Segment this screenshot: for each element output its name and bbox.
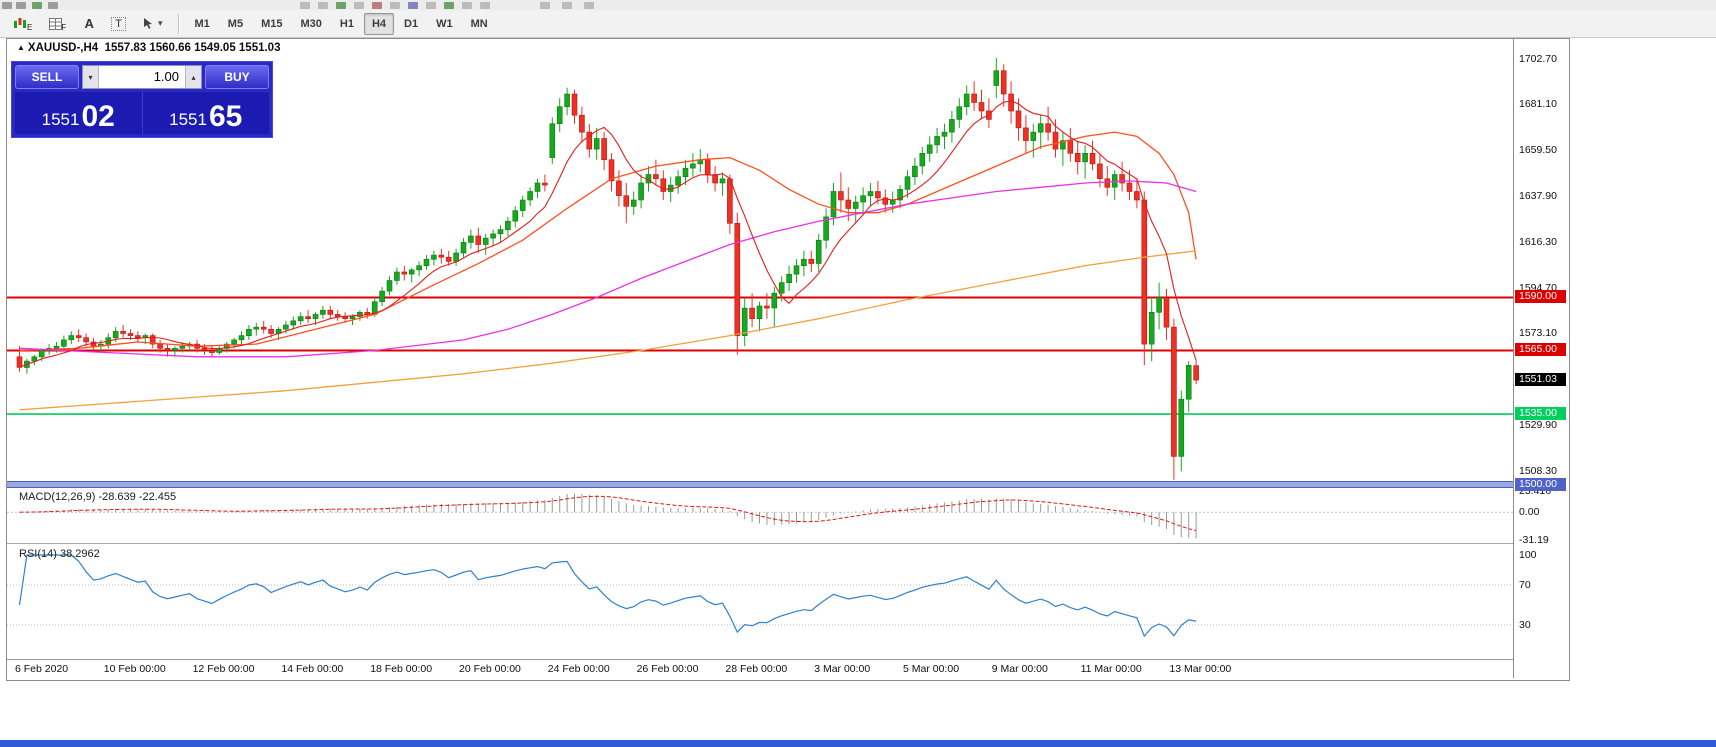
price-tick-1529.90: 1529.90 [1519, 418, 1557, 431]
timeframe-button-w1[interactable]: W1 [428, 13, 461, 35]
chart-canvas[interactable] [7, 39, 1513, 659]
price-tick-1508.30: 1508.30 [1519, 464, 1557, 477]
rsi-tick-100: 100 [1519, 549, 1537, 561]
date-tick: 11 Mar 00:00 [1080, 663, 1142, 675]
date-tick: 18 Feb 00:00 [370, 663, 433, 675]
ma-fast-red [19, 100, 1197, 368]
partial-toolbar-icon[interactable] [372, 2, 382, 9]
partial-toolbar-icon[interactable] [318, 2, 328, 9]
chart-symbol-label: XAUUSD-,H4 [27, 42, 99, 54]
volume-field[interactable]: ▾ 1.00 ▴ [82, 65, 202, 89]
partial-toolbar-icon[interactable] [390, 2, 400, 9]
price-tick-1637.90: 1637.90 [1519, 189, 1557, 202]
partial-toolbar-icon[interactable] [540, 2, 550, 9]
partial-toolbar-icon[interactable] [32, 2, 42, 9]
date-tick: 14 Feb 00:00 [281, 663, 344, 675]
partial-toolbar-icon[interactable] [336, 2, 346, 9]
price-level-badge-1500.00: 1500.00 [1515, 478, 1566, 491]
buy-price-display[interactable]: 1551 65 [143, 92, 270, 134]
volume-value[interactable]: 1.00 [153, 69, 179, 84]
one-click-trading-panel: SELL ▾ 1.00 ▴ BUY 1551 02 1551 65 [11, 61, 273, 138]
text-box-tool-icon[interactable]: T [104, 13, 133, 35]
timeframe-button-h1[interactable]: H1 [332, 13, 362, 35]
macd-label: MACD(12,26,9) -28.639 -22.455 [19, 491, 177, 503]
sell-price-main: 1551 [41, 110, 80, 129]
timeframe-button-h4[interactable]: H4 [363, 12, 394, 35]
price-tick-1659.50: 1659.50 [1519, 144, 1557, 157]
text-annotation-icon[interactable]: A [76, 13, 102, 35]
buy-price-pips: 65 [208, 100, 243, 133]
partial-toolbar-icon[interactable] [562, 2, 572, 9]
partial-toolbar-icon[interactable] [444, 2, 454, 9]
partial-toolbar-icon[interactable] [354, 2, 364, 9]
date-tick: 12 Feb 00:00 [192, 663, 255, 675]
rsi-tick-70: 70 [1519, 579, 1531, 591]
price-tick-1681.10: 1681.10 [1519, 98, 1557, 111]
ma-long-orange [19, 250, 1197, 411]
crosshair-cursor-icon[interactable]: ▾ [135, 13, 170, 35]
sell-price-display[interactable]: 1551 02 [15, 92, 143, 134]
timeframe-button-d1[interactable]: D1 [396, 13, 426, 35]
timeframe-button-mn[interactable]: MN [463, 13, 496, 35]
symbol-marker-icon: ▲ [17, 43, 25, 52]
timeframe-button-m5[interactable]: M5 [220, 13, 251, 35]
buy-price-main: 1551 [169, 110, 207, 129]
date-tick: 5 Mar 00:00 [903, 663, 960, 675]
ma-slow-magenta [19, 180, 1197, 358]
partial-toolbar-icon[interactable] [462, 2, 472, 9]
price-level-badge-1590.00: 1590.00 [1515, 290, 1566, 304]
volume-increase-button[interactable]: ▴ [185, 66, 201, 88]
timeframe-button-m15[interactable]: M15 [253, 13, 290, 35]
timeframe-button-m1[interactable]: M1 [187, 13, 218, 35]
date-tick: 9 Mar 00:00 [991, 663, 1048, 675]
macd-signal-line [19, 495, 1197, 532]
price-tick-1616.30: 1616.30 [1519, 235, 1557, 248]
price-level-badge-1535.00: 1535.00 [1515, 407, 1566, 421]
partial-toolbar-icon[interactable] [426, 2, 436, 9]
volume-decrease-button[interactable]: ▾ [83, 66, 99, 88]
chart-ohlc-header: ▲ XAUUSD-,H4 1557.83 1560.66 1549.05 1551… [17, 42, 280, 54]
partial-toolbar-icon[interactable] [480, 2, 490, 9]
window-bottom-edge [0, 740, 1716, 747]
date-tick: 28 Feb 00:00 [725, 663, 788, 675]
rsi-tick-30: 30 [1519, 619, 1531, 631]
indicators-chart-icon[interactable]: E [6, 13, 40, 35]
rsi-label: RSI(14) 38.2962 [19, 548, 100, 560]
date-tick: 10 Feb 00:00 [103, 663, 166, 675]
date-axis[interactable]: 6 Feb 2020 10 Feb 00:00 12 Feb 00:00 14 Feb… [7, 659, 1513, 679]
toolbar-separator [177, 13, 179, 34]
chart-toolbar: E F A T ▾ M1 M5 M15 M30 H1 H4 D1 W1 MN [0, 10, 1716, 38]
price-scale[interactable]: 1702.70 1681.10 1659.50 1637.90 1616.30 1594.… [1513, 39, 1569, 678]
price-tick-1702.70: 1702.70 [1519, 52, 1557, 65]
macd-tick-0.00: 0.00 [1519, 506, 1540, 519]
partial-toolbar-icon[interactable] [408, 2, 418, 9]
partial-toolbar-icon[interactable] [2, 2, 12, 9]
chart-ohlc-values: 1557.83 1560.66 1549.05 1551.03 [104, 42, 281, 54]
buy-button[interactable]: BUY [205, 65, 269, 89]
level-line-1500.00[interactable] [7, 481, 1513, 488]
price-tick-1573.10: 1573.10 [1519, 327, 1557, 340]
partial-toolbar-icon[interactable] [48, 2, 58, 9]
timeframe-button-m30[interactable]: M30 [292, 13, 329, 35]
chart-area: ▲ XAUUSD-,H4 1557.83 1560.66 1549.05 1551… [6, 38, 1570, 681]
date-tick: 3 Mar 00:00 [814, 663, 871, 675]
current-price-badge: 1551.03 [1515, 373, 1566, 387]
date-tick: 20 Feb 00:00 [459, 663, 521, 675]
rsi-line [18, 554, 1197, 638]
date-tick: 13 Mar 00:00 [1169, 663, 1232, 675]
sell-price-pips: 02 [81, 100, 115, 133]
sell-button[interactable]: SELL [15, 65, 79, 89]
partial-toolbar-icon[interactable] [300, 2, 310, 9]
ma-medium-orangered [19, 131, 1197, 352]
grid-period-icon[interactable]: F [42, 13, 74, 35]
partial-toolbar-icon[interactable] [584, 2, 594, 9]
macd-tick--31.19: -31.19 [1519, 533, 1549, 546]
price-level-badge-1565.00: 1565.00 [1515, 343, 1566, 357]
date-tick: 24 Feb 00:00 [547, 663, 610, 675]
date-tick: 6 Feb 2020 [15, 663, 69, 675]
partial-toolbar-icon[interactable] [16, 2, 26, 9]
date-tick: 26 Feb 00:00 [636, 663, 699, 675]
